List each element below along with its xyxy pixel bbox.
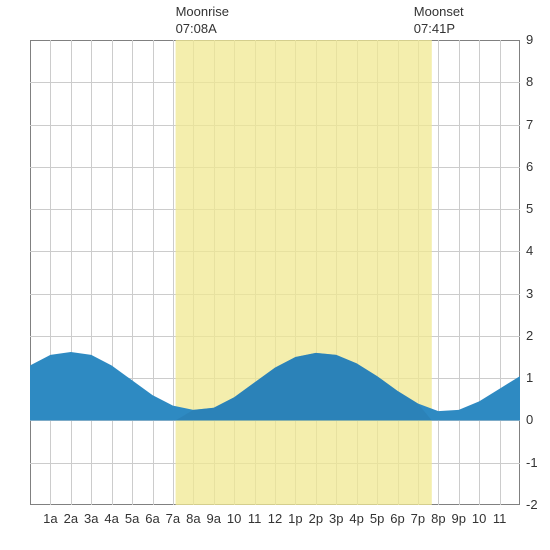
y-tick: -2: [526, 497, 538, 512]
x-tick: 9p: [452, 511, 466, 526]
y-tick: 1: [526, 370, 533, 385]
moonrise-label: Moonrise: [176, 4, 229, 21]
x-tick: 3p: [329, 511, 343, 526]
x-tick: 1a: [43, 511, 57, 526]
y-tick: 7: [526, 117, 533, 132]
plot-svg: [0, 0, 550, 550]
x-tick: 6p: [390, 511, 404, 526]
x-tick: 5p: [370, 511, 384, 526]
x-tick: 8p: [431, 511, 445, 526]
y-tick: 0: [526, 412, 533, 427]
x-tick: 1p: [288, 511, 302, 526]
y-tick: 8: [526, 74, 533, 89]
moonrise-time: 07:08A: [176, 21, 229, 38]
tide-chart: Moonrise 07:08A Moonset 07:41P -2-101234…: [0, 0, 550, 550]
y-tick: 9: [526, 32, 533, 47]
moonset-annotation: Moonset 07:41P: [414, 4, 464, 38]
x-tick: 10: [227, 511, 241, 526]
x-tick: 10: [472, 511, 486, 526]
x-tick: 8a: [186, 511, 200, 526]
x-tick: 2p: [309, 511, 323, 526]
x-tick: 7p: [411, 511, 425, 526]
x-tick: 7a: [166, 511, 180, 526]
y-tick: 4: [526, 243, 533, 258]
x-tick: 4p: [349, 511, 363, 526]
moonset-time: 07:41P: [414, 21, 464, 38]
x-tick: 11: [248, 511, 262, 526]
y-tick: 5: [526, 201, 533, 216]
x-tick: 9a: [207, 511, 221, 526]
y-tick: 3: [526, 286, 533, 301]
moonset-label: Moonset: [414, 4, 464, 21]
x-tick: 2a: [64, 511, 78, 526]
x-tick: 3a: [84, 511, 98, 526]
y-tick: 6: [526, 159, 533, 174]
y-tick: -1: [526, 455, 538, 470]
moon-band: [176, 40, 432, 505]
x-tick: 6a: [145, 511, 159, 526]
x-tick: 12: [268, 511, 282, 526]
x-tick: 11: [493, 511, 507, 526]
x-tick: 4a: [104, 511, 118, 526]
moonrise-annotation: Moonrise 07:08A: [176, 4, 229, 38]
y-tick: 2: [526, 328, 533, 343]
x-tick: 5a: [125, 511, 139, 526]
